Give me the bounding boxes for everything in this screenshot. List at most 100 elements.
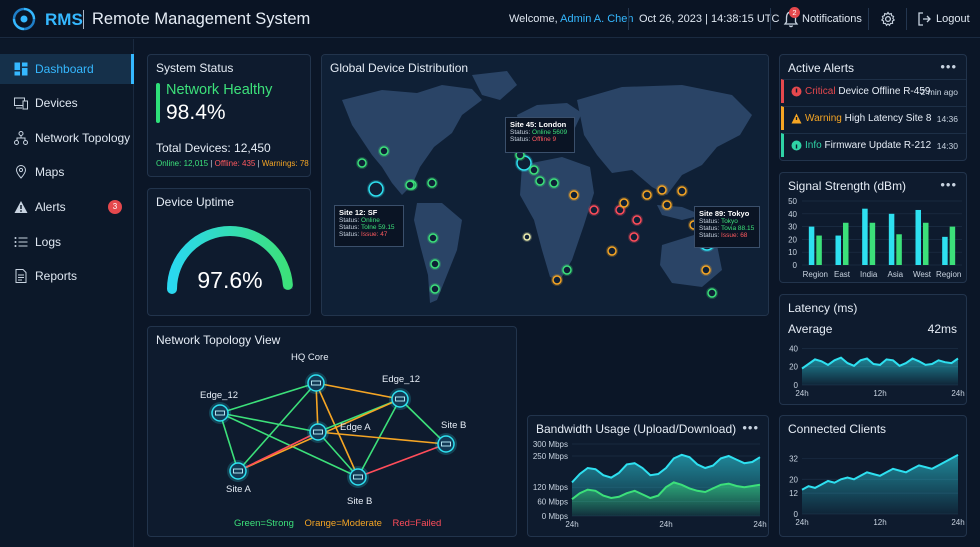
panel-title: Bandwidth Usage (Upload/Download) — [536, 422, 737, 436]
dashboard-icon — [14, 62, 28, 76]
y-tick-label: 20 — [789, 363, 798, 372]
map-marker — [642, 190, 652, 200]
signal-bar — [816, 235, 822, 265]
asia-shape — [577, 85, 752, 195]
brand-divider — [83, 10, 84, 29]
map-marker — [368, 181, 384, 197]
more-options-button[interactable]: ••• — [940, 59, 957, 74]
system-status-panel: System Status Network Healthy 98.4% Tota… — [147, 54, 311, 177]
x-tick-label: East — [834, 270, 851, 279]
topology-link — [219, 382, 317, 414]
topology-link — [357, 443, 447, 478]
gear-icon[interactable] — [880, 11, 896, 27]
y-tick-label: 32 — [789, 454, 798, 463]
signal-bar — [942, 236, 948, 265]
sidebar-item-maps[interactable]: Maps — [0, 157, 134, 187]
panel-title: Active Alerts — [788, 61, 855, 75]
topology-link — [219, 412, 319, 433]
map-marker — [629, 232, 639, 242]
notifications-button[interactable]: Notifications — [802, 13, 862, 25]
greenland-shape — [472, 71, 517, 100]
world-map[interactable] — [322, 55, 769, 316]
welcome-text: Welcome, Admin A. Chen — [509, 13, 634, 25]
info-icon — [791, 140, 802, 151]
sidebar: Dashboard Devices Network Topology Maps … — [0, 39, 134, 547]
rms-logo-icon[interactable] — [12, 7, 36, 31]
connected-clients-chart: 0 12 20 32 24h 12h 24h — [789, 454, 965, 527]
header-divider — [770, 8, 771, 30]
alert-item[interactable]: Info Firmware Update R-212 14:30 — [781, 133, 966, 157]
user-name[interactable]: Admin A. Chen — [560, 13, 634, 25]
router-icon — [313, 429, 323, 435]
sidebar-item-dashboard[interactable]: Dashboard — [0, 54, 134, 84]
y-tick-label: 0 — [794, 381, 799, 390]
alert-item[interactable]: Critical Device Offline R-459 2 min ago — [781, 79, 966, 103]
alert-time: 14:30 — [936, 141, 958, 151]
y-tick-label: 20 — [788, 235, 797, 244]
x-tick-label: 24h — [951, 518, 964, 527]
x-tick-label: 24h — [659, 520, 672, 529]
y-tick-label: 60 Mbps — [537, 498, 568, 507]
device-counts: Online: 12,015 | Offline: 435 | Warnings… — [156, 159, 309, 168]
sidebar-item-devices[interactable]: Devices — [0, 88, 134, 118]
panel-title: Latency (ms) — [788, 301, 858, 315]
offline-count: Offline: 435 — [214, 159, 256, 168]
y-tick-label: 20 — [789, 475, 798, 484]
y-tick-label: 12 — [789, 489, 798, 498]
topology-graph[interactable] — [148, 327, 518, 538]
x-tick-label: 24h — [795, 518, 808, 527]
logout-button[interactable]: Logout — [936, 13, 970, 25]
topology-node — [211, 404, 229, 422]
signal-bar — [896, 234, 902, 265]
map-marker — [523, 233, 531, 241]
topology-link — [237, 382, 317, 472]
series-line — [571, 481, 761, 500]
latency-average-value: 42ms — [927, 322, 957, 336]
topology-node — [307, 374, 325, 392]
sidebar-item-logs[interactable]: Logs — [0, 227, 134, 257]
signal-strength-panel: Signal Strength (dBm) ••• 0 10 20 30 40 50 Reg… — [779, 172, 967, 283]
y-tick-label: 40 — [789, 344, 798, 353]
alert-text: Info Firmware Update R-212 — [805, 140, 932, 151]
sidebar-item-label: Reports — [35, 269, 78, 283]
signal-bar — [923, 222, 929, 265]
sidebar-item-network-topology[interactable]: Network Topology — [0, 123, 134, 153]
signal-bar — [869, 222, 876, 265]
more-options-button[interactable]: ••• — [940, 177, 957, 192]
y-tick-label: 120 Mbps — [533, 483, 568, 492]
signal-bar — [835, 235, 841, 265]
x-tick-label: Asia — [888, 270, 904, 279]
topology-link — [399, 398, 447, 445]
node-label-site-a: Site A — [226, 484, 251, 495]
device-uptime-panel: Device Uptime 97.6% — [147, 188, 311, 316]
map-tooltip-london: Site 45: London Status: Online 5609 Stat… — [505, 117, 575, 153]
x-tick-label: Region — [803, 270, 828, 279]
sidebar-item-reports[interactable]: Reports — [0, 261, 134, 291]
x-tick-label: 24h — [565, 520, 578, 529]
signal-bar — [888, 213, 895, 265]
notification-count-badge: 2 — [789, 7, 800, 18]
more-options-button[interactable]: ••• — [742, 420, 759, 435]
topology-link — [315, 382, 401, 400]
x-tick-label: India — [860, 270, 878, 279]
node-label-edge-a: Edge A — [340, 422, 371, 433]
sidebar-item-alerts[interactable]: Alerts 3 — [0, 192, 134, 222]
latency-panel: Latency (ms) Average 42ms 0 20 40 24h 12h 24h — [779, 294, 967, 405]
map-marker — [357, 158, 367, 168]
topology-node — [437, 435, 455, 453]
signal-bar — [808, 226, 815, 265]
map-marker — [529, 165, 539, 175]
gauge-fill — [167, 226, 293, 294]
map-marker — [428, 233, 438, 243]
south-america-shape — [414, 203, 462, 303]
sidebar-item-label: Network Topology — [35, 131, 131, 145]
logout-icon[interactable] — [917, 11, 932, 27]
map-marker — [405, 180, 415, 190]
alert-icon — [14, 201, 28, 213]
panel-title: Global Device Distribution — [330, 61, 469, 75]
map-marker — [677, 186, 687, 196]
alert-item[interactable]: Warning High Latency Site 8 14:36 — [781, 106, 966, 130]
router-icon — [233, 468, 243, 474]
health-label: Network Healthy — [166, 82, 273, 98]
panel-title: Device Uptime — [156, 195, 235, 209]
